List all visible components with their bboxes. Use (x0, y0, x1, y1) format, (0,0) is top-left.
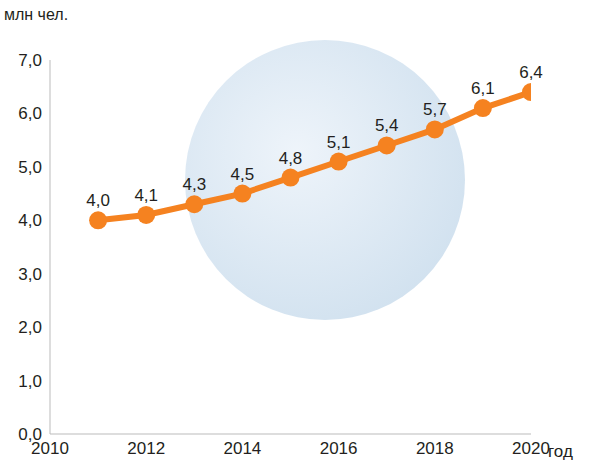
svg-text:1,0: 1,0 (18, 372, 42, 391)
svg-text:6,0: 6,0 (18, 104, 42, 123)
svg-text:3,0: 3,0 (18, 265, 42, 284)
html-text:млн чел.: млн чел. (4, 6, 69, 23)
svg-text:2014: 2014 (223, 439, 261, 458)
svg-text:5,0: 5,0 (18, 158, 42, 177)
svg-text:5,4: 5,4 (375, 116, 399, 135)
svg-text:2010: 2010 (31, 439, 69, 459)
svg-text:4,1: 4,1 (134, 186, 158, 205)
svg-text:4,5: 4,5 (231, 165, 255, 184)
svg-text:4,0: 4,0 (86, 191, 110, 210)
svg-text:6,4: 6,4 (519, 63, 543, 82)
svg-text:2018: 2018 (416, 439, 454, 458)
svg-text:5,7: 5,7 (423, 100, 447, 119)
svg-text:6,1: 6,1 (471, 79, 495, 98)
svg-text:4,3: 4,3 (182, 175, 206, 194)
html-text:год: год (548, 442, 573, 461)
svg-text:4,0: 4,0 (18, 211, 42, 230)
svg-text:4,8: 4,8 (279, 149, 303, 168)
svg-text:2016: 2016 (320, 439, 358, 458)
svg-text:0,0: 0,0 (18, 425, 42, 444)
svg-text:5,1: 5,1 (327, 133, 351, 152)
svg-text:2,0: 2,0 (18, 318, 42, 337)
svg-text:2012: 2012 (127, 439, 165, 458)
svg-text:2020: 2020 (512, 439, 550, 458)
svg-text:7,0: 7,0 (18, 51, 42, 70)
